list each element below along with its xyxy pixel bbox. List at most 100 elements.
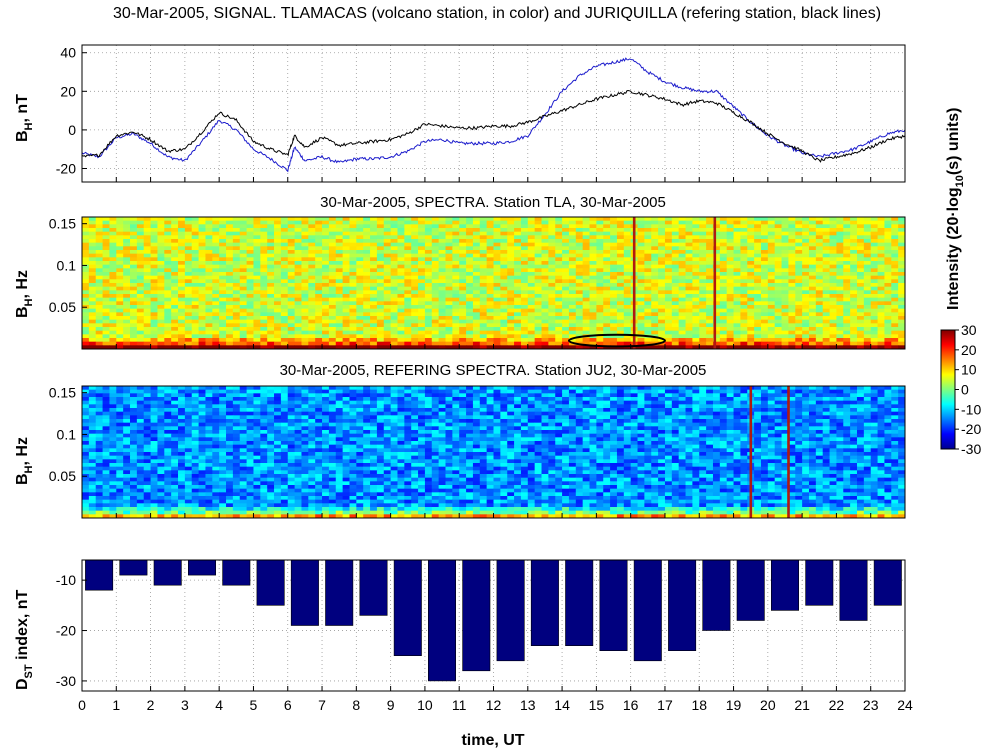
spectra-ju2-cell <box>308 389 316 394</box>
spectra-tla-cell <box>116 327 124 332</box>
spectra-tla-cell <box>424 312 433 317</box>
spectra-tla-cell <box>335 257 344 262</box>
spectra-tla-cell <box>815 264 824 269</box>
spectra-ju2-cell <box>150 397 158 402</box>
spectra-tla-cell <box>239 279 247 284</box>
spectra-tla-cell <box>733 319 741 324</box>
spectra-tla-cell <box>136 283 145 288</box>
spectra-tla-cell <box>548 246 556 251</box>
spectra-tla-cell <box>843 268 851 273</box>
spectra-tla-cell <box>322 228 330 233</box>
spectra-tla-cell <box>472 283 481 288</box>
spectra-tla-cell <box>767 283 776 288</box>
spectra-ju2-cell <box>815 397 824 402</box>
spectra-tla-cell <box>829 297 837 302</box>
spectra-tla-cell <box>706 330 714 335</box>
spectra-tla-cell <box>493 242 501 247</box>
spectra-tla-cell <box>514 231 522 236</box>
spectra-tla-cell <box>356 275 364 280</box>
spectra-tla-cell <box>452 345 460 350</box>
spectra-tla-cell <box>623 224 632 229</box>
spectra-tla-cell <box>719 308 728 313</box>
spectra-tla-cell <box>479 316 488 321</box>
spectra-tla-cell <box>123 319 131 324</box>
spectra-tla-cell <box>856 279 865 284</box>
spectra-tla-cell <box>116 275 124 280</box>
spectra-ju2-cell <box>541 386 549 391</box>
spectra-ju2-cell <box>733 389 741 394</box>
spectra-tla-cell <box>651 272 659 277</box>
spectra-tla-cell <box>356 312 364 317</box>
spectra-tla-cell <box>774 264 782 269</box>
spectra-tla-cell <box>267 235 275 240</box>
spectra-tla-cell <box>486 345 494 350</box>
spectra-ju2-cell <box>82 400 90 405</box>
spectra-tla-cell <box>466 327 474 332</box>
spectra-tla-cell <box>760 253 769 258</box>
spectra-tla-cell <box>123 316 131 321</box>
spectra-tla-cell <box>459 268 467 273</box>
spectra-tla-cell <box>685 228 693 233</box>
spectra-tla-cell <box>404 279 412 284</box>
spectra-tla-cell <box>726 286 734 291</box>
spectra-tla-cell <box>603 272 611 277</box>
spectra-ju2-cell <box>116 393 124 398</box>
spectra-tla-cell <box>774 290 782 295</box>
spectra-tla-cell <box>370 220 378 225</box>
spectra-tla-cell <box>212 316 220 321</box>
spectra-tla-cell <box>459 294 467 299</box>
spectra-tla-cell <box>568 297 577 302</box>
spectra-ju2-cell <box>479 386 488 391</box>
spectra-tla-cell <box>637 235 645 240</box>
spectra-tla-cell <box>411 301 419 306</box>
spectra-tla-cell <box>136 242 145 247</box>
spectra-tla-cell <box>102 275 110 280</box>
spectra-tla-cell <box>712 231 721 236</box>
spectra-tla-cell <box>836 257 844 262</box>
spectra-tla-cell <box>754 341 762 346</box>
spectra-tla-cell <box>808 228 817 233</box>
spectra-tla-ytick-label: 0.1 <box>57 257 77 273</box>
spectra-tla-cell <box>349 323 357 328</box>
spectra-tla-cell <box>253 290 261 295</box>
spectra-tla-cell <box>184 228 193 233</box>
spectra-tla-cell <box>109 279 117 284</box>
spectra-tla-cell <box>397 319 405 324</box>
spectra-tla-cell <box>712 228 721 233</box>
spectra-tla-cell <box>198 253 206 258</box>
spectra-tla-cell <box>500 323 508 328</box>
spectra-tla-cell <box>548 279 556 284</box>
spectra-tla-cell <box>472 341 481 346</box>
spectra-tla-cell <box>712 283 721 288</box>
spectra-tla-cell <box>239 253 247 258</box>
spectra-tla-cell <box>822 341 830 346</box>
spectra-tla-cell <box>431 217 440 222</box>
spectra-tla-cell <box>370 253 378 258</box>
spectra-tla-cell <box>781 242 789 247</box>
spectra-ju2-cell <box>658 386 666 391</box>
spectra-ju2-cell <box>877 393 885 398</box>
spectra-tla-cell <box>376 330 385 335</box>
spectra-tla-cell <box>349 224 357 229</box>
spectra-tla-cell <box>568 217 577 222</box>
spectra-tla-cell <box>88 305 97 310</box>
spectra-ju2-cell <box>184 393 193 398</box>
spectra-tla-cell <box>616 264 625 269</box>
spectra-tla-cell <box>459 228 467 233</box>
spectra-tla-cell <box>651 217 659 222</box>
spectra-tla-cell <box>760 250 769 255</box>
spectra-ju2-cell <box>164 397 172 402</box>
spectra-tla-cell <box>898 305 906 310</box>
spectra-tla-cell <box>274 308 282 313</box>
spectra-ju2-cell <box>651 389 659 394</box>
spectra-tla-cell <box>191 250 199 255</box>
spectra-tla-cell <box>637 268 645 273</box>
spectra-tla-cell <box>239 323 247 328</box>
spectra-tla-cell <box>589 228 597 233</box>
spectra-tla-cell <box>102 257 110 262</box>
spectra-ju2-cell <box>520 400 529 405</box>
spectra-tla-cell <box>349 235 357 240</box>
spectra-tla-cell <box>82 308 90 313</box>
spectra-tla-cell <box>500 268 508 273</box>
spectra-tla-cell <box>459 275 467 280</box>
